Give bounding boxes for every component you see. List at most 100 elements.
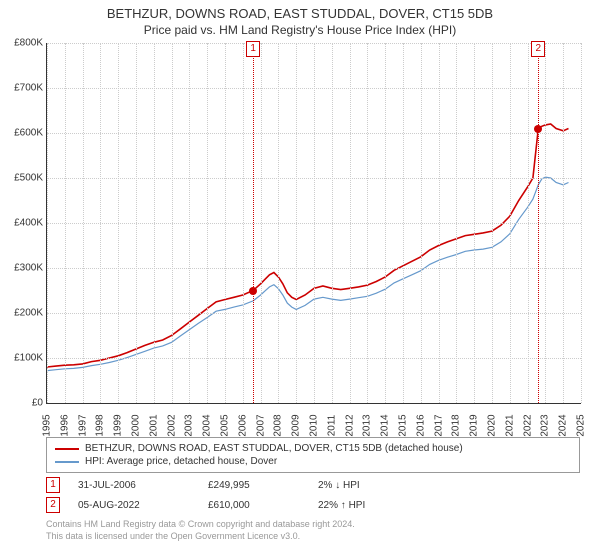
sale-price: £610,000: [208, 500, 318, 511]
chart-area: £0£100K£200K£300K£400K£500K£600K£700K£80…: [46, 43, 580, 403]
x-axis-tick: 2005: [220, 414, 231, 436]
gridline-vertical: [154, 43, 155, 403]
x-axis-tick: 2012: [344, 414, 355, 436]
gridline-vertical: [492, 43, 493, 403]
gridline-vertical: [545, 43, 546, 403]
legend-item-property: BETHZUR, DOWNS ROAD, EAST STUDDAL, DOVER…: [55, 442, 571, 455]
gridline-vertical: [528, 43, 529, 403]
gridline-vertical: [261, 43, 262, 403]
y-axis-tick: £600K: [1, 128, 43, 139]
x-axis-tick: 2008: [273, 414, 284, 436]
x-axis-tick: 2018: [451, 414, 462, 436]
x-axis-tick: 2025: [576, 414, 587, 436]
legend-box: BETHZUR, DOWNS ROAD, EAST STUDDAL, DOVER…: [46, 437, 580, 473]
gridline-vertical: [439, 43, 440, 403]
x-axis-tick: 2015: [398, 414, 409, 436]
event-marker: 2: [531, 41, 545, 57]
y-axis-tick: £800K: [1, 38, 43, 49]
x-axis-tick: 2024: [558, 414, 569, 436]
y-axis-tick: £100K: [1, 353, 43, 364]
y-axis-tick: £200K: [1, 308, 43, 319]
x-axis-tick: 2001: [148, 414, 159, 436]
legend-label-property: BETHZUR, DOWNS ROAD, EAST STUDDAL, DOVER…: [85, 443, 463, 454]
x-axis-tick: 1996: [59, 414, 70, 436]
gridline-vertical: [172, 43, 173, 403]
x-axis-tick: 2013: [362, 414, 373, 436]
event-dot: [249, 287, 257, 295]
sale-date: 05-AUG-2022: [78, 500, 208, 511]
gridline-vertical: [278, 43, 279, 403]
x-axis-tick: 2022: [522, 414, 533, 436]
plot-region: £0£100K£200K£300K£400K£500K£600K£700K£80…: [46, 43, 581, 404]
y-axis-tick: £700K: [1, 83, 43, 94]
gridline-vertical: [456, 43, 457, 403]
sale-diff: 22% ↑ HPI: [318, 500, 365, 511]
gridline-vertical: [136, 43, 137, 403]
sale-price: £249,995: [208, 480, 318, 491]
gridline-vertical: [421, 43, 422, 403]
x-axis-tick: 2023: [540, 414, 551, 436]
gridline-vertical: [65, 43, 66, 403]
legend-swatch-property: [55, 448, 79, 450]
x-axis-tick: 2004: [202, 414, 213, 436]
gridline-vertical: [403, 43, 404, 403]
x-axis-tick: 2010: [309, 414, 320, 436]
series-line-hpi: [47, 177, 569, 371]
gridline-vertical: [296, 43, 297, 403]
legend-label-hpi: HPI: Average price, detached house, Dove…: [85, 456, 277, 467]
gridline-vertical: [225, 43, 226, 403]
legend-item-hpi: HPI: Average price, detached house, Dove…: [55, 455, 571, 468]
y-axis-tick: £0: [1, 398, 43, 409]
chart-subtitle: Price paid vs. HM Land Registry's House …: [0, 21, 600, 43]
x-axis-tick: 1997: [77, 414, 88, 436]
gridline-vertical: [118, 43, 119, 403]
event-line: [253, 43, 254, 403]
gridline-vertical: [314, 43, 315, 403]
gridline-vertical: [350, 43, 351, 403]
x-axis-tick: 2016: [415, 414, 426, 436]
x-axis-tick: 2006: [237, 414, 248, 436]
gridline-vertical: [510, 43, 511, 403]
series-line-property: [47, 124, 569, 367]
gridline-vertical: [100, 43, 101, 403]
sale-marker: 2: [46, 497, 60, 513]
gridline-vertical: [47, 43, 48, 403]
footer-attribution: Contains HM Land Registry data © Crown c…: [46, 519, 580, 542]
x-axis-tick: 2007: [255, 414, 266, 436]
gridline-vertical: [367, 43, 368, 403]
gridline-vertical: [83, 43, 84, 403]
gridline-vertical: [189, 43, 190, 403]
event-line: [538, 43, 539, 403]
x-axis-tick: 2003: [184, 414, 195, 436]
sale-marker: 1: [46, 477, 60, 493]
x-axis-tick: 2021: [504, 414, 515, 436]
gridline-vertical: [385, 43, 386, 403]
x-axis-tick: 2017: [433, 414, 444, 436]
x-axis-tick: 2019: [469, 414, 480, 436]
footer-line-2: This data is licensed under the Open Gov…: [46, 531, 580, 543]
x-axis-tick: 1998: [95, 414, 106, 436]
sale-date: 31-JUL-2006: [78, 480, 208, 491]
x-axis-tick: 2002: [166, 414, 177, 436]
legend-swatch-hpi: [55, 461, 79, 463]
x-axis-tick: 2020: [487, 414, 498, 436]
footer-line-1: Contains HM Land Registry data © Crown c…: [46, 519, 580, 531]
gridline-vertical: [243, 43, 244, 403]
gridline-vertical: [581, 43, 582, 403]
sale-row: 1 31-JUL-2006£249,9952% ↓ HPI: [46, 477, 580, 493]
x-axis-tick: 2000: [131, 414, 142, 436]
x-axis-tick: 2014: [380, 414, 391, 436]
x-axis-tick: 1999: [113, 414, 124, 436]
gridline-vertical: [332, 43, 333, 403]
x-axis-tick: 2009: [291, 414, 302, 436]
y-axis-tick: £400K: [1, 218, 43, 229]
sale-diff: 2% ↓ HPI: [318, 480, 360, 491]
y-axis-tick: £500K: [1, 173, 43, 184]
gridline-vertical: [207, 43, 208, 403]
x-axis-tick: 2011: [326, 415, 337, 437]
gridline-vertical: [563, 43, 564, 403]
event-marker: 1: [246, 41, 260, 57]
sale-row: 2 05-AUG-2022£610,00022% ↑ HPI: [46, 497, 580, 513]
chart-title: BETHZUR, DOWNS ROAD, EAST STUDDAL, DOVER…: [0, 0, 600, 21]
sales-list: 1 31-JUL-2006£249,9952% ↓ HPI 2 05-AUG-2022…: [0, 477, 600, 513]
